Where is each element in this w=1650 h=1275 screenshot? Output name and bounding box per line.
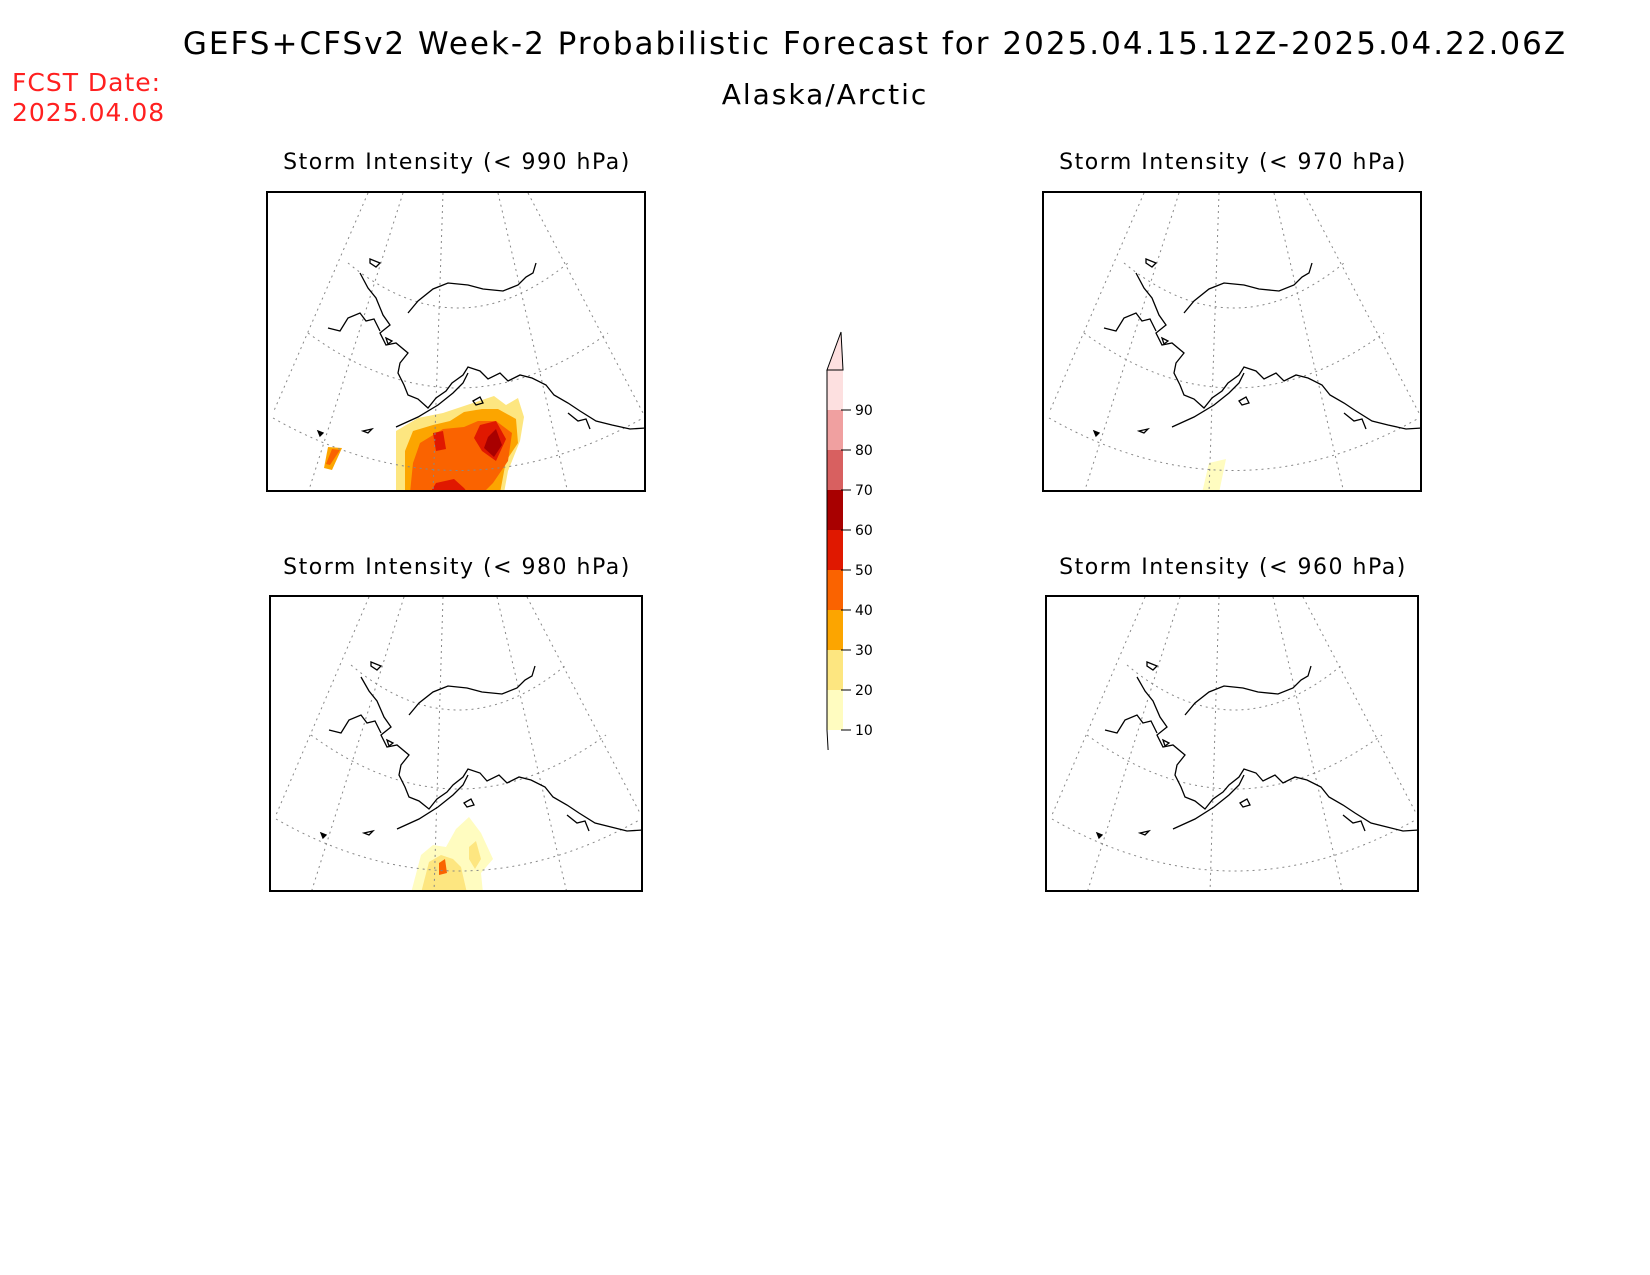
prob-50-area-1 bbox=[433, 431, 446, 451]
map-panel-980 bbox=[269, 595, 643, 892]
map-panel-990 bbox=[266, 191, 646, 492]
graticule bbox=[275, 597, 641, 890]
colorbar-bottom-arrow bbox=[826, 729, 844, 769]
map-panel-960 bbox=[1045, 595, 1419, 892]
colorbar-segment bbox=[827, 610, 843, 650]
colorbar: 10 20 30 40 50 60 70 80 90 bbox=[820, 330, 900, 769]
coastline bbox=[1095, 661, 1417, 840]
probability-shading bbox=[324, 396, 524, 490]
map-panel-970 bbox=[1042, 191, 1422, 492]
colorbar-tick-label: 70 bbox=[855, 483, 873, 499]
graticule bbox=[1051, 597, 1417, 890]
map-960-svg bbox=[1051, 597, 1417, 890]
map-990-svg bbox=[272, 193, 644, 490]
colorbar-tick-label: 10 bbox=[855, 723, 873, 739]
colorbar-segment bbox=[827, 690, 843, 730]
graticule bbox=[1048, 193, 1420, 490]
main-title: GEFS+CFSv2 Week-2 Probabilistic Forecast… bbox=[182, 26, 1568, 62]
prob-20-area-2 bbox=[469, 841, 481, 869]
colorbar-tick-label: 40 bbox=[855, 603, 873, 619]
colorbar-tick-label: 60 bbox=[855, 523, 873, 539]
colorbar-tick-label: 90 bbox=[855, 403, 873, 419]
coastline bbox=[316, 258, 644, 438]
colorbar-tick-label: 30 bbox=[855, 643, 873, 659]
colorbar-segment bbox=[827, 570, 843, 610]
coastline bbox=[1092, 258, 1420, 438]
colorbar-segment bbox=[827, 410, 843, 450]
colorbar-segment bbox=[827, 490, 843, 530]
region-subtitle: Alaska/Arctic bbox=[721, 78, 929, 111]
coastline bbox=[319, 661, 641, 840]
forecast-date-value: 2025.04.08 bbox=[12, 98, 166, 127]
colorbar-tick-label: 50 bbox=[855, 563, 873, 579]
colorbar-segment bbox=[827, 370, 843, 410]
colorbar-segment bbox=[827, 650, 843, 690]
prob-40-west bbox=[326, 449, 340, 465]
colorbar-tick-label: 20 bbox=[855, 683, 873, 699]
prob-60-area bbox=[484, 429, 502, 457]
colorbar-svg: 10 20 30 40 50 60 70 80 90 bbox=[826, 331, 873, 769]
forecast-date-label: FCST Date: bbox=[12, 68, 162, 97]
colorbar-segment bbox=[827, 450, 843, 490]
colorbar-segment bbox=[827, 530, 843, 570]
map-970-svg bbox=[1048, 193, 1420, 490]
panel-title-960: Storm Intensity (< 960 hPa) bbox=[1059, 555, 1407, 580]
colorbar-tick-label: 80 bbox=[855, 443, 873, 459]
probability-shading bbox=[1202, 459, 1226, 490]
prob-10-area bbox=[1202, 459, 1226, 490]
forecast-date: FCST Date: 2025.04.08 bbox=[12, 68, 165, 128]
colorbar-top-arrow bbox=[826, 331, 844, 371]
probability-shading bbox=[411, 817, 493, 890]
panel-title-990: Storm Intensity (< 990 hPa) bbox=[283, 150, 631, 175]
map-980-svg bbox=[275, 597, 641, 890]
panel-title-980: Storm Intensity (< 980 hPa) bbox=[283, 555, 631, 580]
panel-title-970: Storm Intensity (< 970 hPa) bbox=[1059, 150, 1407, 175]
prob-50-area-3 bbox=[431, 479, 466, 490]
